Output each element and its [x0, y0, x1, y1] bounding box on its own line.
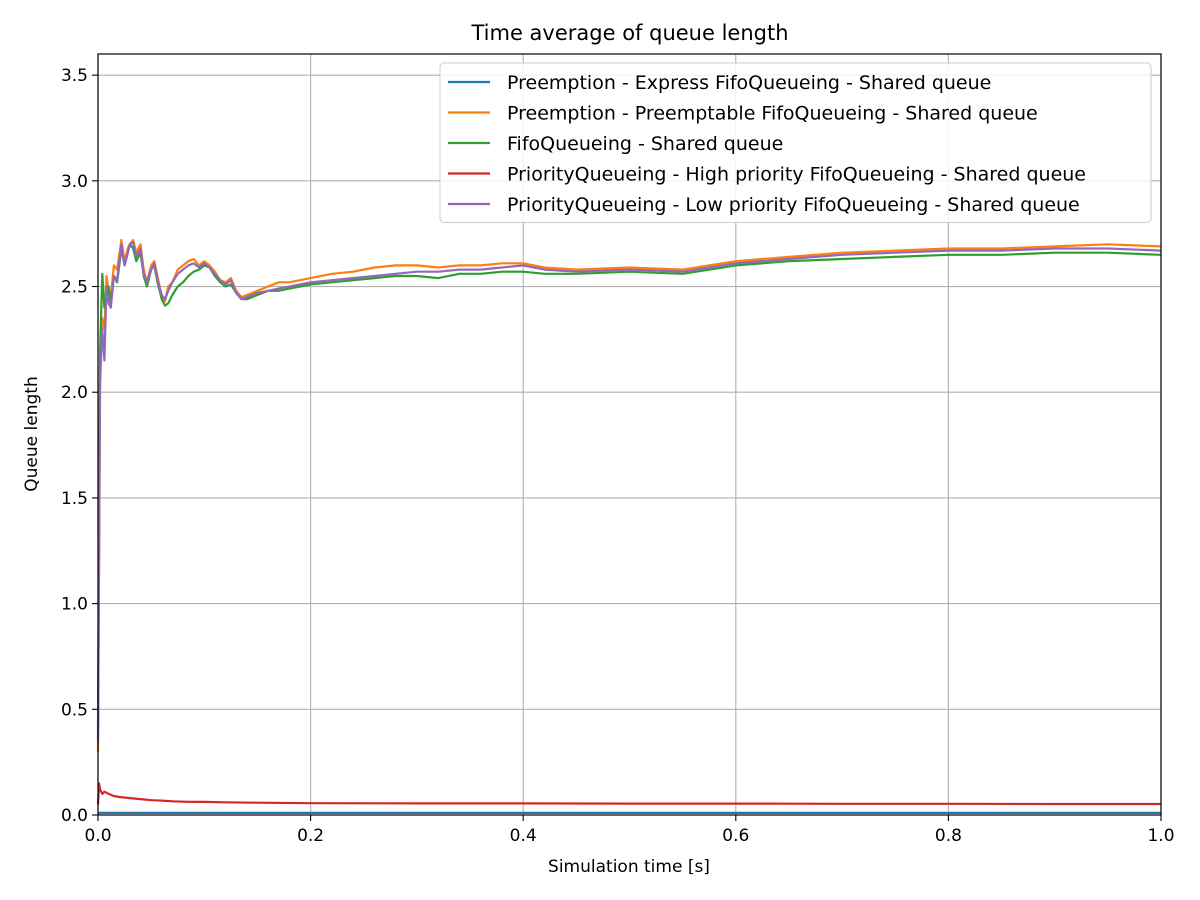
plot-frame: [97, 53, 1162, 816]
y-axis-label: Queue length: [22, 376, 42, 491]
x-tick-label: 0.2: [297, 826, 324, 846]
y-tick-label: 1.5: [61, 489, 88, 509]
x-axis-label: Simulation time [s]: [548, 857, 710, 877]
series-line-5: [96, 241, 1162, 742]
legend-label: PriorityQueueing - Low priority FifoQueu…: [507, 194, 1080, 216]
series-group: [96, 238, 1162, 815]
legend-label: FifoQueueing - Shared queue: [507, 133, 783, 155]
y-tick-label: 0.0: [61, 806, 88, 826]
legend: Preemption - Express FifoQueueing - Shar…: [439, 62, 1152, 223]
legend-label: Preemption - Express FifoQueueing - Shar…: [507, 72, 991, 94]
chart-title: Time average of queue length: [470, 21, 788, 45]
y-tick-label: 2.5: [61, 278, 88, 298]
x-tick-label: 0.8: [935, 826, 962, 846]
y-tick-label: 3.5: [61, 66, 88, 86]
y-tick-label: 1.0: [61, 595, 88, 615]
legend-label: PriorityQueueing - High priority FifoQue…: [507, 164, 1086, 186]
y-tick-label: 0.5: [61, 700, 88, 720]
legend-label: Preemption - Preemptable FifoQueueing - …: [507, 103, 1038, 125]
ticks: 0.0 0.2 0.4 0.6 0.8 1.0 0.0 0.5 1.0 1.5 2.0 2.5 3.0 3…: [61, 66, 1175, 846]
y-tick-label: 2.0: [61, 383, 88, 403]
series-line-4: [96, 782, 1161, 806]
x-tick-label: 0.6: [722, 826, 749, 846]
x-tick-label: 1.0: [1147, 826, 1174, 846]
x-tick-label: 0.4: [510, 826, 537, 846]
y-tick-label: 3.0: [61, 172, 88, 192]
x-tick-label: 0.0: [84, 826, 111, 846]
legend-box: [439, 62, 1152, 223]
